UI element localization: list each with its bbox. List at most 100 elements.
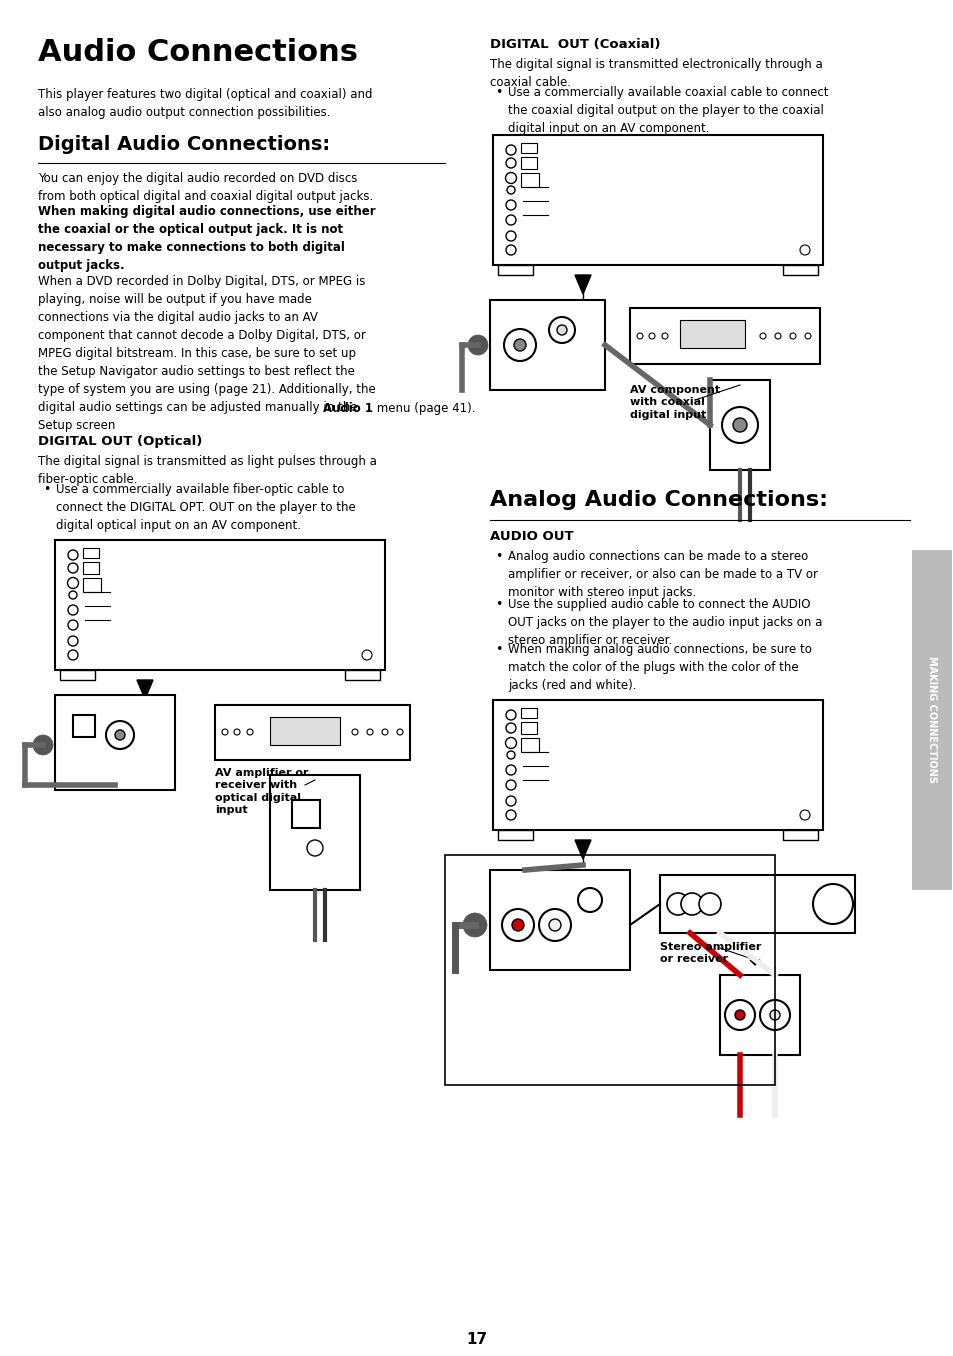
Circle shape — [804, 334, 810, 339]
Circle shape — [512, 919, 523, 932]
Circle shape — [503, 330, 536, 361]
Circle shape — [505, 780, 516, 791]
Text: Analog audio connections can be made to a stereo
amplifier or receiver, or also : Analog audio connections can be made to … — [507, 551, 817, 599]
Text: DIGITAL  OUT (Coaxial): DIGITAL OUT (Coaxial) — [490, 38, 659, 52]
Circle shape — [68, 650, 78, 660]
Text: Audio 1: Audio 1 — [323, 401, 373, 415]
Text: When a DVD recorded in Dolby Digital, DTS, or MPEG is
playing, noise will be out: When a DVD recorded in Dolby Digital, DT… — [38, 275, 375, 433]
Circle shape — [68, 578, 78, 589]
Circle shape — [557, 325, 566, 335]
Circle shape — [462, 913, 486, 937]
Text: •: • — [495, 643, 502, 656]
Text: •: • — [495, 598, 502, 612]
Circle shape — [732, 418, 746, 433]
Circle shape — [68, 636, 78, 645]
Circle shape — [68, 551, 78, 560]
Circle shape — [505, 810, 516, 820]
Circle shape — [247, 730, 253, 735]
Bar — [83, 578, 101, 593]
Circle shape — [666, 894, 688, 915]
Bar — [520, 174, 538, 187]
Circle shape — [505, 231, 516, 241]
Circle shape — [505, 738, 516, 749]
Circle shape — [307, 839, 323, 856]
Circle shape — [548, 317, 575, 343]
Bar — [493, 700, 822, 830]
Circle shape — [514, 339, 525, 351]
Circle shape — [789, 334, 795, 339]
Text: 17: 17 — [466, 1332, 487, 1347]
Bar — [55, 540, 385, 670]
Circle shape — [505, 711, 516, 720]
Polygon shape — [137, 679, 152, 698]
Polygon shape — [310, 780, 319, 786]
Circle shape — [774, 334, 781, 339]
Bar — [911, 551, 951, 890]
Circle shape — [637, 334, 642, 339]
Circle shape — [222, 730, 228, 735]
Text: When making digital audio connections, use either
the coaxial or the optical out: When making digital audio connections, u… — [38, 205, 375, 273]
Bar — [490, 300, 604, 391]
Text: Use the supplied audio cable to connect the AUDIO
OUT jacks on the player to the: Use the supplied audio cable to connect … — [507, 598, 821, 647]
Circle shape — [769, 1010, 780, 1020]
Bar — [292, 800, 319, 829]
Circle shape — [361, 650, 372, 660]
Bar — [520, 738, 538, 753]
Circle shape — [505, 245, 516, 255]
Circle shape — [505, 765, 516, 776]
Bar — [720, 975, 800, 1055]
Circle shape — [661, 334, 667, 339]
Circle shape — [506, 186, 515, 194]
Circle shape — [648, 334, 655, 339]
Text: This player features two digital (optical and coaxial) and
also analog audio out: This player features two digital (optica… — [38, 88, 372, 119]
Bar — [83, 561, 99, 574]
Circle shape — [68, 563, 78, 574]
Text: AUDIO OUT: AUDIO OUT — [490, 530, 573, 542]
Bar — [782, 830, 817, 839]
Bar — [83, 548, 99, 559]
Bar — [520, 708, 537, 717]
Circle shape — [468, 335, 488, 355]
Circle shape — [721, 407, 758, 443]
Bar — [270, 717, 339, 744]
Text: AV component
with coaxial
digital input: AV component with coaxial digital input — [629, 385, 720, 420]
Circle shape — [115, 730, 125, 740]
Text: •: • — [43, 483, 51, 496]
Bar — [270, 776, 359, 890]
Circle shape — [548, 919, 560, 932]
Polygon shape — [749, 960, 760, 965]
Text: AV amplifier or
receiver with
optical digital
input: AV amplifier or receiver with optical di… — [214, 767, 308, 815]
Text: Audio Connections: Audio Connections — [38, 38, 357, 66]
Circle shape — [367, 730, 373, 735]
Circle shape — [800, 245, 809, 255]
Circle shape — [69, 591, 77, 599]
Circle shape — [505, 199, 516, 210]
Bar — [55, 696, 174, 791]
Circle shape — [68, 605, 78, 616]
Circle shape — [381, 730, 388, 735]
Text: menu (page 41).: menu (page 41). — [373, 401, 475, 415]
Text: •: • — [495, 85, 502, 99]
Circle shape — [812, 884, 852, 923]
Circle shape — [396, 730, 402, 735]
Bar — [214, 705, 410, 759]
Bar — [520, 157, 537, 170]
Bar — [659, 875, 854, 933]
Circle shape — [233, 730, 240, 735]
Bar — [520, 721, 537, 734]
Circle shape — [680, 894, 702, 915]
Bar — [60, 670, 95, 679]
Bar — [679, 320, 744, 348]
Bar — [490, 871, 629, 970]
Polygon shape — [734, 385, 744, 391]
Circle shape — [505, 723, 516, 734]
Circle shape — [578, 888, 601, 913]
Circle shape — [699, 894, 720, 915]
Text: Stereo amplifier
or receiver: Stereo amplifier or receiver — [659, 942, 760, 964]
Circle shape — [724, 999, 754, 1031]
Polygon shape — [575, 275, 590, 294]
Circle shape — [734, 1010, 744, 1020]
Circle shape — [33, 735, 53, 755]
Circle shape — [68, 620, 78, 631]
Text: When making analog audio connections, be sure to
match the color of the plugs wi: When making analog audio connections, be… — [507, 643, 811, 692]
